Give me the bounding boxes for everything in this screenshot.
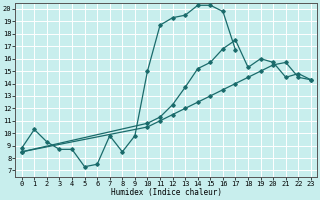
X-axis label: Humidex (Indice chaleur): Humidex (Indice chaleur): [111, 188, 222, 197]
